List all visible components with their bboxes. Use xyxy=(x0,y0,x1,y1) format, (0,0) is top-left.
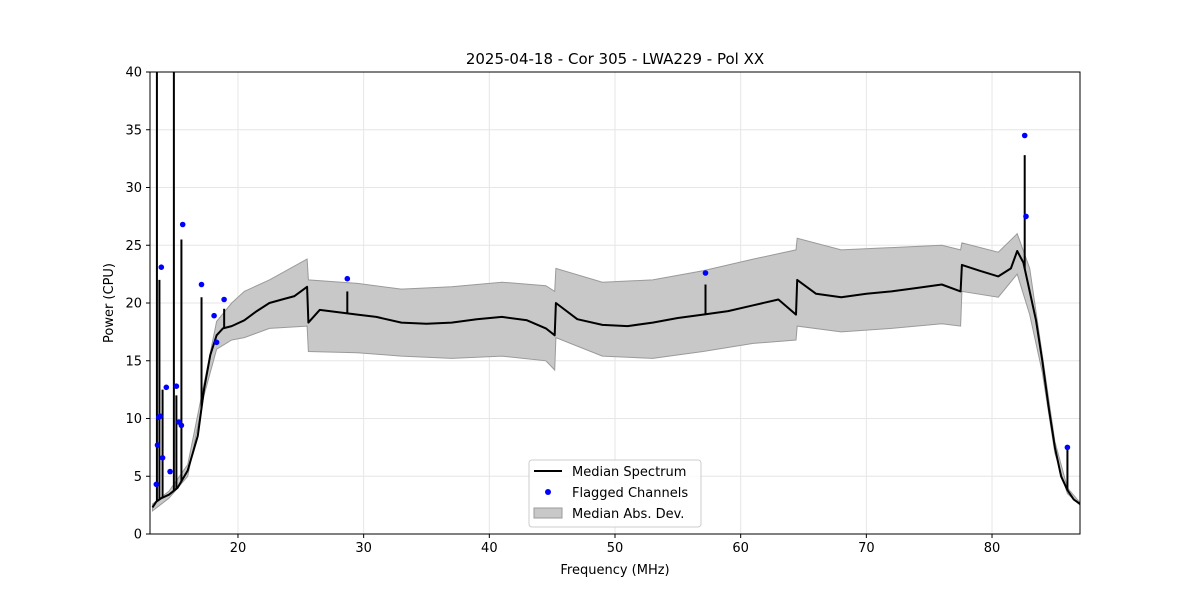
flagged-channel-point xyxy=(221,296,227,303)
plot-area: 20 30 40 50 60 70 80 0 5 10 15 20 25 30 35 40 xyxy=(125,66,1081,557)
legend-mad-swatch xyxy=(533,507,563,519)
x-tick-label: 80 xyxy=(984,541,1001,556)
legend-mad-label: Median Abs. Dev. xyxy=(572,507,684,522)
flagged-channel-point xyxy=(211,312,217,319)
median-spectrum-line xyxy=(151,250,1080,508)
flagged-channel-point xyxy=(178,422,185,429)
x-tick-label: 20 xyxy=(230,541,247,556)
flagged-channel-point xyxy=(213,339,220,346)
chart-title: 2025-04-18 - Cor 305 - LWA229 - Pol XX xyxy=(466,50,764,68)
y-tick-label: 30 xyxy=(125,181,142,196)
y-tick-label: 35 xyxy=(125,123,142,138)
flagged-channel-point xyxy=(167,468,173,475)
x-tick-label: 60 xyxy=(732,541,749,556)
flagged-channel-point xyxy=(173,383,180,390)
x-tick-label: 70 xyxy=(858,541,875,556)
flagged-channel-point xyxy=(157,413,163,420)
y-tick-label: 25 xyxy=(125,239,142,254)
flagged-channel-point xyxy=(1064,444,1071,451)
legend: Median Spectrum Flagged Channels Median … xyxy=(528,459,702,528)
flagged-channel-point xyxy=(153,481,160,488)
flagged-channel-point xyxy=(179,221,186,228)
y-tick-label: 15 xyxy=(125,354,142,369)
mad-band-layer xyxy=(152,232,1080,512)
y-tick-label: 20 xyxy=(125,297,142,312)
x-tick-label: 40 xyxy=(481,541,498,556)
axis-ticks: 20 30 40 50 60 70 80 0 5 10 15 20 25 30 35 40 xyxy=(125,66,1000,557)
mad-band xyxy=(152,232,1080,512)
flagged-channel-point xyxy=(198,281,205,288)
legend-flagged-label: Flagged Channels xyxy=(572,486,688,501)
median-line-layer xyxy=(151,72,1080,508)
x-tick-label: 30 xyxy=(355,541,372,556)
flagged-channel-point xyxy=(154,442,161,448)
y-tick-label: 0 xyxy=(134,528,142,543)
legend-median-label: Median Spectrum xyxy=(572,465,686,480)
flagged-channel-point xyxy=(1023,213,1029,220)
flagged-channel-point xyxy=(702,270,709,276)
flagged-points-layer xyxy=(153,132,1071,488)
y-axis-label: Power (CPU) xyxy=(102,263,117,343)
x-tick-label: 50 xyxy=(607,541,624,556)
y-tick-label: 10 xyxy=(125,412,142,427)
legend-flagged-swatch xyxy=(545,489,551,495)
flagged-channel-point xyxy=(344,275,351,282)
flagged-channel-point xyxy=(1021,132,1028,139)
y-tick-label: 5 xyxy=(134,470,142,485)
x-axis-label: Frequency (MHz) xyxy=(560,563,669,578)
flagged-channel-point xyxy=(158,264,165,271)
flagged-channel-point xyxy=(159,455,166,461)
y-tick-label: 40 xyxy=(125,66,142,81)
flagged-channel-point xyxy=(163,384,170,391)
legend-box xyxy=(528,459,702,528)
